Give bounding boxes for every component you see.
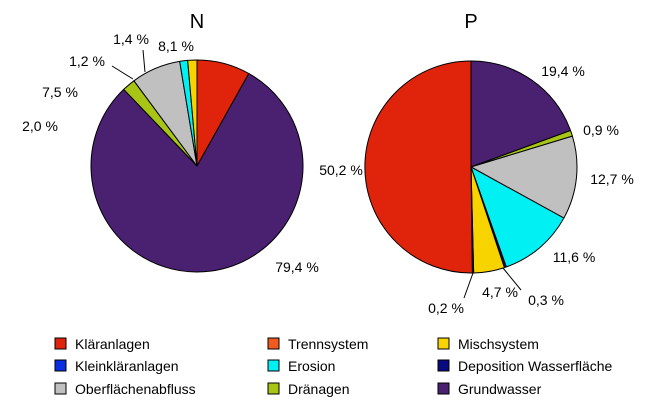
pie-p-slice-klaeranlagen bbox=[364, 60, 473, 274]
legend-swatch-draenagen bbox=[267, 382, 280, 395]
legend-label-oberflaechenabfluss: Oberflächenabfluss bbox=[75, 381, 196, 397]
pie-n-leader-mischsystem bbox=[142, 49, 146, 73]
legend-swatch-klaeranlagen bbox=[54, 337, 67, 350]
pie-p-leader-deposition-wasserflaeche bbox=[502, 267, 522, 291]
pie-n-label-grundwasser: 79,4 % bbox=[275, 259, 319, 275]
legend-label-deposition-wasserflaeche: Deposition Wasserfläche bbox=[458, 358, 613, 374]
pie-n-leader-erosion bbox=[111, 65, 134, 80]
pie-n-label-oberflaechenabfluss: 7,5 % bbox=[42, 84, 78, 100]
pie-n-slice-grundwasser bbox=[90, 73, 304, 273]
pie-n: 8,1 % 79,4 % 2,0 % 7,5 % 1,2 % 1,4 % bbox=[22, 31, 319, 275]
chart-title-n: N bbox=[190, 11, 204, 33]
legend-label-draenagen: Dränagen bbox=[288, 381, 350, 397]
pie-n-label-draenagen: 2,0 % bbox=[22, 118, 58, 134]
legend-label-klaeranlagen: Kläranlagen bbox=[75, 336, 150, 352]
pie-p: 19,4 % 0,9 % 12,7 % 11,6 % 0,3 % 4,7 % 0,2 % 50… bbox=[319, 60, 634, 316]
legend-swatch-kleinklaeranlagen bbox=[54, 359, 67, 372]
pie-p-slice-oberflaechenabfluss bbox=[470, 135, 578, 219]
legend-label-kleinklaeranlagen: Kleinkläranlagen bbox=[75, 358, 179, 374]
legend-swatch-deposition-wasserflaeche bbox=[437, 359, 450, 372]
chart-title-p: P bbox=[464, 11, 477, 33]
pie-p-label-grundwasser: 19,4 % bbox=[541, 63, 585, 79]
legend-label-mischsystem: Mischsystem bbox=[458, 336, 539, 352]
pie-p-label-mischsystem: 4,7 % bbox=[482, 284, 518, 300]
pie-p-label-oberflaechenabfluss: 12,7 % bbox=[590, 171, 634, 187]
legend-swatch-erosion bbox=[267, 359, 280, 372]
pie-n-label-mischsystem: 1,4 % bbox=[113, 31, 149, 47]
legend-label-trennsystem: Trennsystem bbox=[288, 336, 368, 352]
pie-p-slice-erosion bbox=[470, 166, 565, 268]
pie-n-label-erosion: 1,2 % bbox=[69, 53, 105, 69]
legend-swatch-trennsystem bbox=[267, 337, 280, 350]
pie-p-leader-kleinklaeranlagen bbox=[463, 272, 474, 299]
pie-p-label-draenagen: 0,9 % bbox=[583, 122, 619, 138]
legend-swatch-oberflaechenabfluss bbox=[54, 382, 67, 395]
pie-p-label-deposition-wasserflaeche: 0,3 % bbox=[528, 292, 564, 308]
legend: Kläranlagen Trennsystem Mischsystem Kleinkl… bbox=[54, 336, 613, 397]
pie-p-label-kleinklaeranlagen: 0,2 % bbox=[428, 300, 464, 316]
pie-p-label-erosion: 11,6 % bbox=[553, 249, 596, 265]
legend-swatch-mischsystem bbox=[437, 337, 450, 350]
pie-p-slice-grundwasser bbox=[470, 60, 572, 168]
pie-n-label-klaeranlagen: 8,1 % bbox=[158, 38, 194, 54]
legend-swatch-grundwasser bbox=[437, 382, 450, 395]
pie-p-label-klaeranlagen: 50,2 % bbox=[319, 162, 363, 178]
legend-label-grundwasser: Grundwasser bbox=[458, 381, 542, 397]
legend-label-erosion: Erosion bbox=[288, 358, 335, 374]
pie-n-slice-mischsystem bbox=[187, 59, 198, 167]
